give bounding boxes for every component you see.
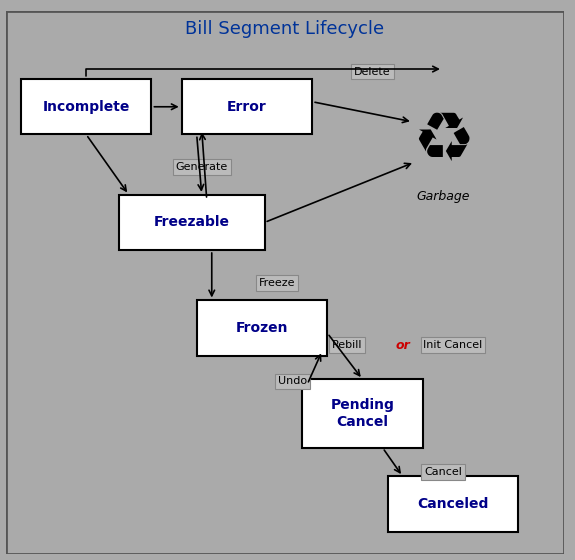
Text: Cancel: Cancel [424, 467, 462, 477]
FancyBboxPatch shape [119, 195, 264, 250]
FancyBboxPatch shape [197, 300, 327, 356]
Text: Freezable: Freezable [154, 216, 229, 230]
Text: Error: Error [227, 100, 267, 114]
Text: Frozen: Frozen [236, 321, 288, 335]
Text: Rebill: Rebill [332, 340, 363, 350]
Text: Init Cancel: Init Cancel [423, 340, 482, 350]
Text: Bill Segment Lifecycle: Bill Segment Lifecycle [185, 20, 384, 38]
FancyBboxPatch shape [182, 79, 312, 134]
Text: Delete: Delete [354, 67, 391, 77]
FancyBboxPatch shape [388, 477, 518, 532]
FancyBboxPatch shape [21, 79, 151, 134]
Text: Garbage: Garbage [416, 190, 470, 203]
Text: ♻: ♻ [412, 109, 474, 175]
Text: Incomplete: Incomplete [43, 100, 130, 114]
FancyBboxPatch shape [302, 379, 423, 448]
Text: Canceled: Canceled [417, 497, 489, 511]
Text: Generate: Generate [175, 162, 228, 172]
Text: Undo: Undo [278, 376, 306, 386]
Text: Pending
Cancel: Pending Cancel [331, 399, 394, 428]
Text: or: or [396, 339, 410, 352]
Text: Freeze: Freeze [259, 278, 296, 288]
